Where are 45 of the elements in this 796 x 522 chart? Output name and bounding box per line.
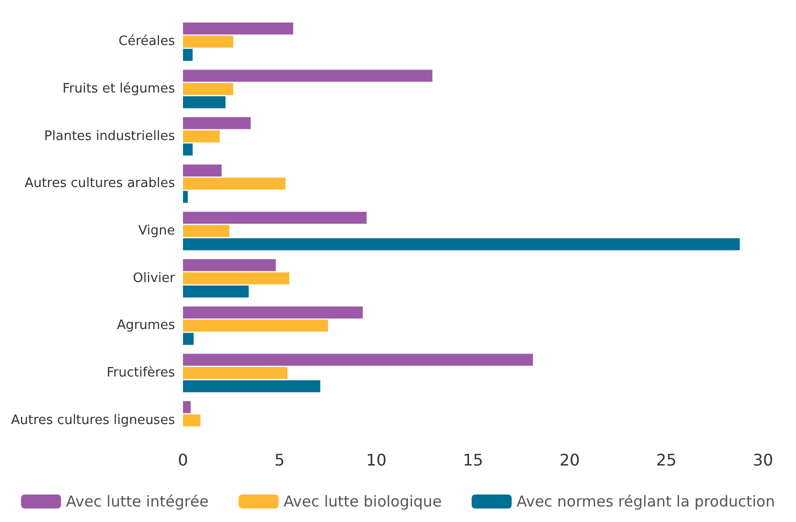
bar <box>182 83 234 95</box>
bar <box>182 130 220 142</box>
bar <box>182 117 251 130</box>
bar <box>182 367 288 379</box>
legend-label: Avec lutte biologique <box>284 492 442 510</box>
y-tick-label: Céréales <box>118 34 176 50</box>
y-tick-label: Vigne <box>138 224 175 238</box>
bar <box>182 48 193 61</box>
bar <box>182 272 290 284</box>
bar <box>182 320 328 332</box>
bar <box>182 354 533 366</box>
bar <box>182 144 193 156</box>
bar <box>182 259 276 272</box>
bar <box>182 401 191 414</box>
bar <box>182 414 200 426</box>
bar <box>182 238 740 250</box>
bar <box>182 70 432 82</box>
legend-label: Avec lutte intégrée <box>66 492 209 510</box>
bar <box>182 286 249 298</box>
bar <box>182 36 234 48</box>
bar <box>182 225 230 237</box>
y-tick-label: Fruits et légumes <box>62 82 176 96</box>
x-tick-label: 30 <box>752 450 774 470</box>
y-tick-label: Fructifères <box>106 366 176 380</box>
y-tick-label: Autres cultures ligneuses <box>10 412 176 428</box>
bar <box>182 164 222 176</box>
bar <box>182 306 363 318</box>
bar <box>182 212 367 224</box>
bar <box>182 178 286 190</box>
y-tick-label: Autres cultures arables <box>24 176 176 192</box>
bar <box>182 22 294 34</box>
y-tick-label: Plantes industrielles <box>44 128 176 144</box>
x-tick-label: 20 <box>559 450 580 470</box>
x-tick-label: 15 <box>462 450 484 470</box>
y-tick-label: Agrumes <box>116 318 176 334</box>
bar <box>182 332 194 345</box>
x-tick-label: 5 <box>274 450 285 470</box>
legend-label: Avec normes réglant la production <box>516 492 775 510</box>
bar <box>182 96 226 108</box>
bar <box>182 190 188 203</box>
bar <box>182 380 320 392</box>
x-tick-label: 10 <box>366 450 387 470</box>
y-tick-label: Olivier <box>132 270 176 286</box>
x-tick-label: 0 <box>178 450 188 470</box>
x-tick-label: 25 <box>656 450 677 470</box>
